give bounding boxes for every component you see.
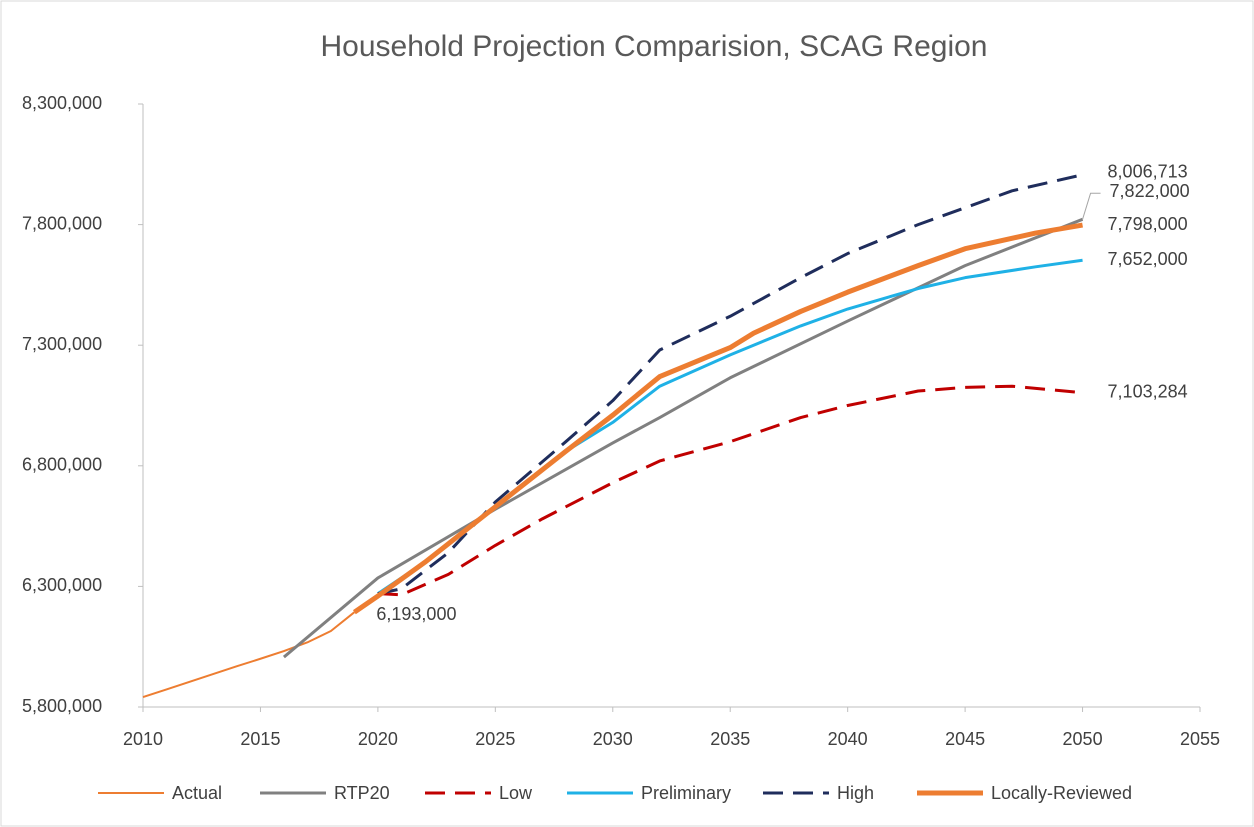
x-tick-label: 2050 [1063, 729, 1103, 749]
legend-label: Low [499, 783, 533, 803]
x-tick-label: 2030 [593, 729, 633, 749]
data-label: 6,193,000 [376, 604, 456, 624]
legend-label: High [837, 783, 874, 803]
legend-label: Locally-Reviewed [991, 783, 1132, 803]
x-tick-label: 2010 [123, 729, 163, 749]
series-line [282, 217, 1084, 659]
leader-line [1082, 192, 1101, 220]
legend-label: Actual [172, 783, 222, 803]
series-line [142, 611, 356, 699]
x-tick-label: 2025 [475, 729, 515, 749]
legend-label: Preliminary [641, 783, 731, 803]
data-label: 7,652,000 [1108, 249, 1188, 269]
y-tick-label: 7,800,000 [22, 213, 102, 233]
series-line [352, 222, 1083, 615]
y-tick-label: 5,800,000 [22, 696, 102, 716]
data-label: 7,798,000 [1108, 214, 1188, 234]
x-tick-label: 2015 [240, 729, 280, 749]
y-tick-label: 6,800,000 [22, 455, 102, 475]
data-label: 7,822,000 [1110, 181, 1190, 201]
chart-title: Household Projection Comparision, SCAG R… [320, 30, 987, 63]
series-line [377, 173, 1083, 596]
y-tick-label: 7,300,000 [22, 334, 102, 354]
legend-label: RTP20 [334, 783, 390, 803]
x-tick-label: 2045 [945, 729, 985, 749]
y-tick-label: 6,300,000 [22, 575, 102, 595]
data-label: 8,006,713 [1108, 161, 1188, 181]
x-tick-label: 2035 [710, 729, 750, 749]
x-tick-label: 2055 [1180, 729, 1220, 749]
y-tick-label: 8,300,000 [22, 93, 102, 113]
x-tick-label: 2020 [358, 729, 398, 749]
data-label: 7,103,284 [1108, 381, 1188, 401]
x-tick-label: 2040 [828, 729, 868, 749]
